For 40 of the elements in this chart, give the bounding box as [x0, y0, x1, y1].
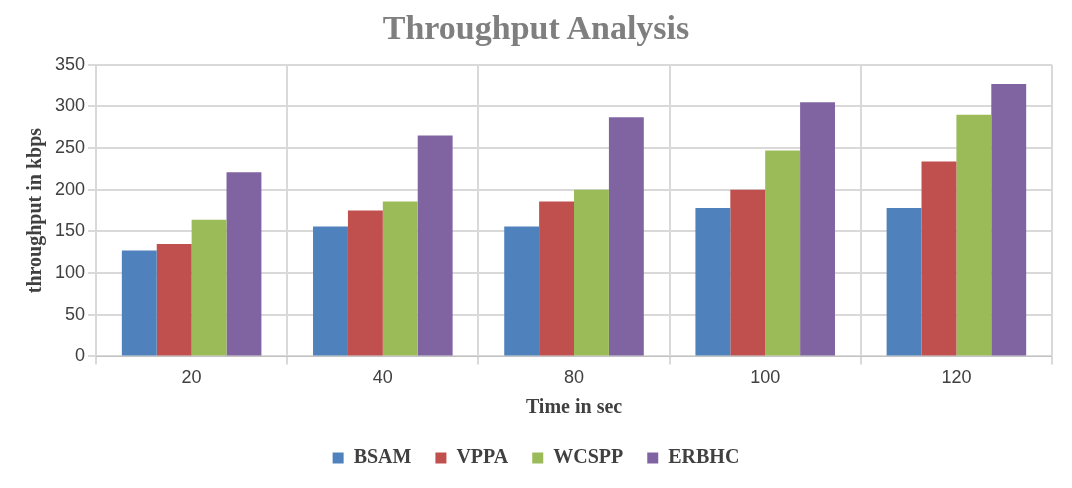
- y-tick-label: 350: [54, 53, 86, 74]
- bar: [800, 102, 835, 356]
- bar: [226, 172, 262, 356]
- y-tick-label: 300: [54, 95, 86, 116]
- bar: [156, 243, 192, 356]
- bar: [191, 219, 227, 356]
- y-tick-label: 150: [54, 220, 86, 241]
- legend-label: ERBHC: [668, 445, 740, 468]
- y-tick-label: 50: [65, 303, 86, 324]
- x-tick-label: 100: [750, 367, 781, 388]
- y-tick-label: 250: [54, 137, 86, 158]
- x-tick-label: 40: [372, 367, 393, 388]
- bar: [121, 250, 157, 356]
- legend-label: VPPA: [456, 445, 509, 468]
- legend-label: WCSPP: [553, 445, 624, 468]
- bar: [504, 226, 540, 356]
- y-tick-label: 100: [54, 262, 86, 283]
- bar: [417, 135, 453, 356]
- y-axis-title: throughput in kbps: [23, 127, 47, 294]
- bar: [921, 161, 957, 356]
- x-tick-label: 20: [181, 367, 202, 388]
- bar: [313, 226, 348, 356]
- bar: [730, 189, 766, 356]
- x-tick-label: 80: [564, 367, 585, 388]
- legend-label: BSAM: [353, 445, 412, 468]
- bar: [695, 208, 731, 356]
- bar: [539, 201, 575, 356]
- bar: [956, 114, 992, 356]
- bar: [608, 117, 644, 356]
- x-tick-label: 120: [941, 367, 972, 388]
- bar: [765, 150, 801, 356]
- bar: [886, 208, 922, 356]
- bar: [347, 210, 383, 356]
- y-tick-label: 200: [54, 178, 86, 199]
- bar: [574, 189, 609, 356]
- y-tick-label: 0: [75, 345, 86, 366]
- chart-title: Throughput Analysis: [382, 9, 690, 47]
- x-axis-title: Time in sec: [525, 395, 623, 418]
- bar: [382, 201, 418, 356]
- bar: [991, 83, 1027, 356]
